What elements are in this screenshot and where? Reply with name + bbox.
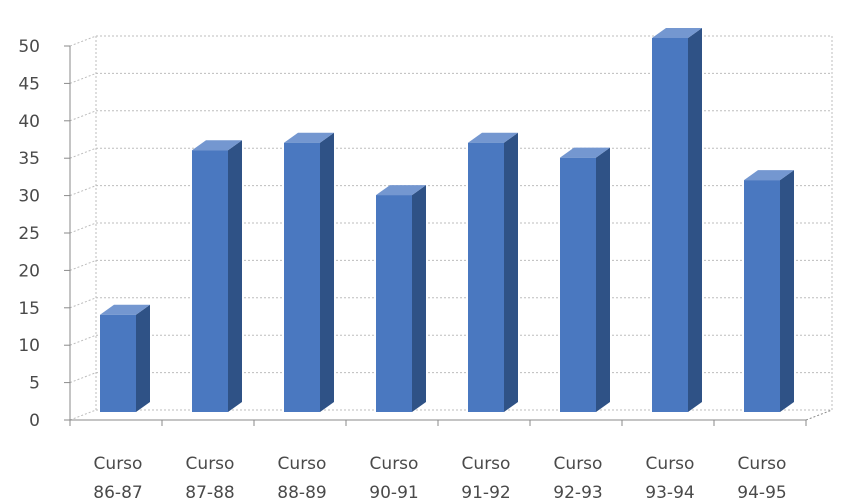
floor-right-edge <box>805 409 833 421</box>
x-category-label-line2: 86-87 <box>93 483 142 502</box>
y-tick-label: 25 <box>18 224 40 244</box>
bar <box>284 142 320 412</box>
x-category-label-line2: 90-91 <box>369 483 418 502</box>
x-category-label-line1: Curso <box>186 454 235 474</box>
gridline-side <box>69 334 97 346</box>
x-category-label-line2: 87-88 <box>185 483 234 502</box>
gridline-side <box>69 185 97 197</box>
gridline-side <box>69 372 97 384</box>
x-category-label-line1: Curso <box>370 454 419 474</box>
bar-top <box>560 147 610 158</box>
bar-top <box>192 140 242 151</box>
bar-side <box>780 170 794 412</box>
gridline-side <box>69 72 97 84</box>
y-tick-label: 50 <box>18 37 40 57</box>
bar <box>192 150 228 412</box>
x-category-label-line1: Curso <box>462 454 511 474</box>
bar-top <box>744 170 794 181</box>
gridline-side <box>69 147 97 159</box>
bar-side <box>320 132 334 412</box>
gridline-side <box>69 409 97 421</box>
axis-layer <box>64 36 833 426</box>
gridline-side <box>69 222 97 234</box>
bar-side <box>596 147 610 412</box>
y-tick-label: 10 <box>18 336 40 356</box>
y-tick-label: 15 <box>18 299 40 319</box>
y-tick-label: 0 <box>29 411 40 431</box>
bar <box>468 142 504 412</box>
x-category-label-line1: Curso <box>554 454 603 474</box>
bar-top <box>100 304 150 315</box>
grid-layer <box>69 35 833 421</box>
bar-side <box>136 304 150 412</box>
bar-top <box>284 132 334 143</box>
x-category-label-line1: Curso <box>646 454 695 474</box>
x-category-label-line2: 94-95 <box>737 483 786 502</box>
y-tick-label: 5 <box>29 374 40 394</box>
y-tick-label: 20 <box>18 261 40 281</box>
x-category-label-line1: Curso <box>278 454 327 474</box>
bar-side <box>412 185 426 412</box>
bar-side <box>504 132 518 412</box>
x-category-label-line2: 91-92 <box>461 483 510 502</box>
x-category-label-line1: Curso <box>94 454 143 474</box>
bar <box>376 195 412 412</box>
bar-top <box>468 132 518 143</box>
bar-top <box>652 28 702 38</box>
y-tick-label: 35 <box>18 149 40 169</box>
bar-top <box>376 185 426 196</box>
gridline-side <box>69 259 97 271</box>
gridline-side <box>69 297 97 309</box>
bar <box>744 180 780 412</box>
bar <box>100 314 136 412</box>
y-tick-label: 45 <box>18 74 40 94</box>
gridline-side <box>69 35 97 47</box>
x-category-label-line1: Curso <box>738 454 787 474</box>
y-tick-label: 30 <box>18 187 40 207</box>
bar <box>652 38 688 412</box>
x-category-label-line2: 88-89 <box>277 483 326 502</box>
bar-side <box>688 28 702 412</box>
x-category-label-line2: 93-94 <box>645 483 694 502</box>
gridline-side <box>69 110 97 122</box>
x-axis-category-labels: Curso 86-87 Curso 87-88 Curso 88-89 Curso 90-91… <box>93 454 786 502</box>
bar-side <box>228 140 242 412</box>
x-category-label-line2: 92-93 <box>553 483 602 502</box>
bar-layer <box>100 28 794 412</box>
y-tick-label: 40 <box>18 112 40 132</box>
bar <box>560 157 596 412</box>
y-axis-tick-labels: 0 5 10 15 20 25 30 35 40 45 50 <box>18 37 40 431</box>
